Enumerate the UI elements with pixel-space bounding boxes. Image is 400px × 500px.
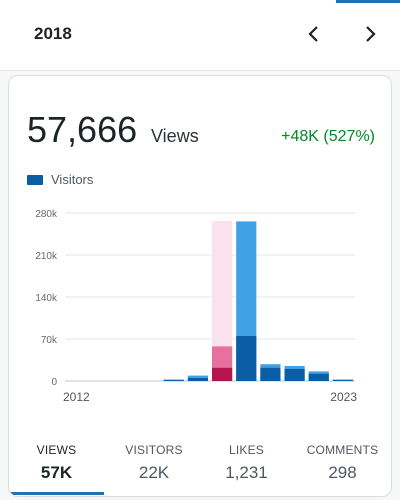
legend-label-visitors: Visitors [51,172,94,187]
stat-tabs: VIEWS 57K VISITORS 22K LIKES 1,231 COMME… [9,431,391,496]
tab-comments-label: COMMENTS [306,443,379,457]
chevron-right-icon [366,26,376,42]
y-tick-label: 70k [41,335,58,346]
stats-card: 57,666 Views +48K (527%) Visitors 0 70k 14… [8,75,392,497]
tab-likes[interactable]: LIKES 1,231 [204,443,289,483]
y-tick-label: 0 [51,377,57,388]
tab-visitors-value: 22K [138,463,170,482]
tab-comments[interactable]: COMMENTS 298 [294,443,391,483]
tab-views[interactable]: VIEWS 57K [9,443,104,483]
bar-visitors [212,367,233,381]
chart-legend: Visitors [27,172,93,187]
bar-visitors [332,380,353,381]
views-delta: +48K (527%) [281,128,375,145]
tab-comments-value: 298 [328,463,357,482]
tab-views-value: 57K [40,463,73,482]
legend-swatch-visitors [27,174,43,185]
bar-visitors [236,336,257,381]
header-bar: 2018 [0,0,400,71]
x-end-label: 2023 [330,390,357,404]
bar-visitors [187,378,208,381]
views-label: Views [151,126,199,146]
period-title: 2018 [34,24,72,43]
y-tick-label: 280k [35,209,58,220]
next-period-button[interactable] [356,20,384,48]
tab-visitors-label: VISITORS [125,443,183,457]
top-progress-indicator [336,0,400,3]
chevron-left-icon [308,26,318,42]
views-bar-chart[interactable]: 0 70k 140k 210k 280k 2012 2023 [9,191,391,411]
bar-visitors [163,380,184,381]
tab-visitors[interactable]: VISITORS 22K [109,443,199,483]
selected-bar-highlight [212,221,233,381]
tab-likes-value: 1,231 [225,463,268,482]
x-start-label: 2012 [63,390,90,404]
active-tab-underline [9,492,104,495]
bar-visitors [284,369,305,381]
bar-visitors [308,373,329,381]
y-tick-label: 210k [35,251,58,262]
tab-likes-label: LIKES [228,443,265,457]
tab-views-label: VIEWS [36,443,77,457]
previous-period-button[interactable] [300,20,328,48]
bar-visitors [260,367,281,381]
views-count: 57,666 [27,109,138,150]
y-tick-label: 140k [35,293,58,304]
